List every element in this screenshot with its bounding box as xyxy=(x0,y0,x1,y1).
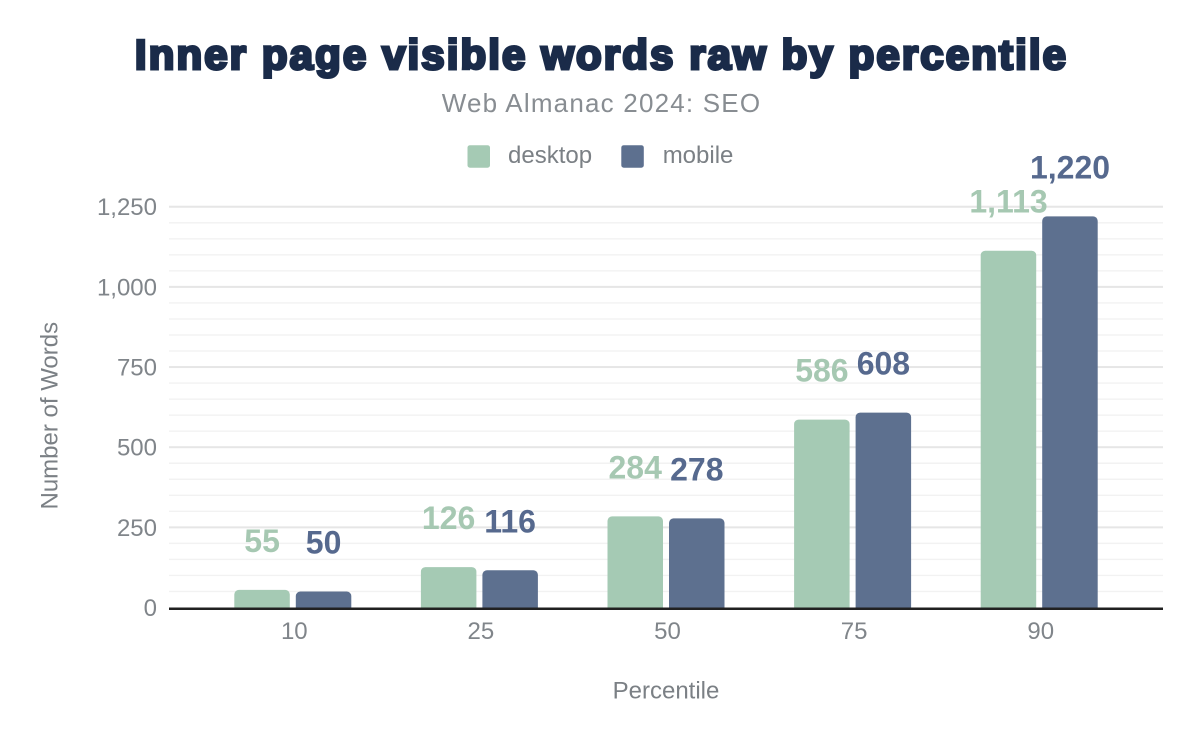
svg-text:75: 75 xyxy=(841,618,868,645)
svg-text:Web Almanac 2024: SEO: Web Almanac 2024: SEO xyxy=(442,88,762,118)
svg-text:500: 500 xyxy=(117,435,157,462)
svg-text:Number of Words: Number of Words xyxy=(37,322,64,510)
svg-text:10: 10 xyxy=(281,618,308,645)
svg-text:0: 0 xyxy=(144,595,157,622)
svg-text:1,220: 1,220 xyxy=(1030,149,1110,185)
svg-text:Inner page visible words raw b: Inner page visible words raw by percenti… xyxy=(135,31,1068,78)
svg-text:90: 90 xyxy=(1027,618,1054,645)
svg-text:25: 25 xyxy=(468,618,495,645)
svg-text:50: 50 xyxy=(654,618,681,645)
svg-text:55: 55 xyxy=(244,523,280,559)
svg-text:278: 278 xyxy=(670,451,723,487)
svg-text:Percentile: Percentile xyxy=(613,678,720,705)
svg-text:750: 750 xyxy=(117,355,157,382)
svg-text:126: 126 xyxy=(422,500,475,536)
svg-text:1,113: 1,113 xyxy=(969,184,1047,220)
svg-text:1,250: 1,250 xyxy=(97,194,157,221)
svg-text:586: 586 xyxy=(795,353,848,389)
svg-text:116: 116 xyxy=(484,503,536,539)
svg-text:250: 250 xyxy=(117,515,157,542)
svg-text:608: 608 xyxy=(857,346,910,382)
svg-text:mobile: mobile xyxy=(663,142,734,169)
svg-text:284: 284 xyxy=(609,449,663,485)
svg-text:1,000: 1,000 xyxy=(97,274,157,301)
svg-text:desktop: desktop xyxy=(508,142,592,169)
svg-text:50: 50 xyxy=(306,525,342,561)
